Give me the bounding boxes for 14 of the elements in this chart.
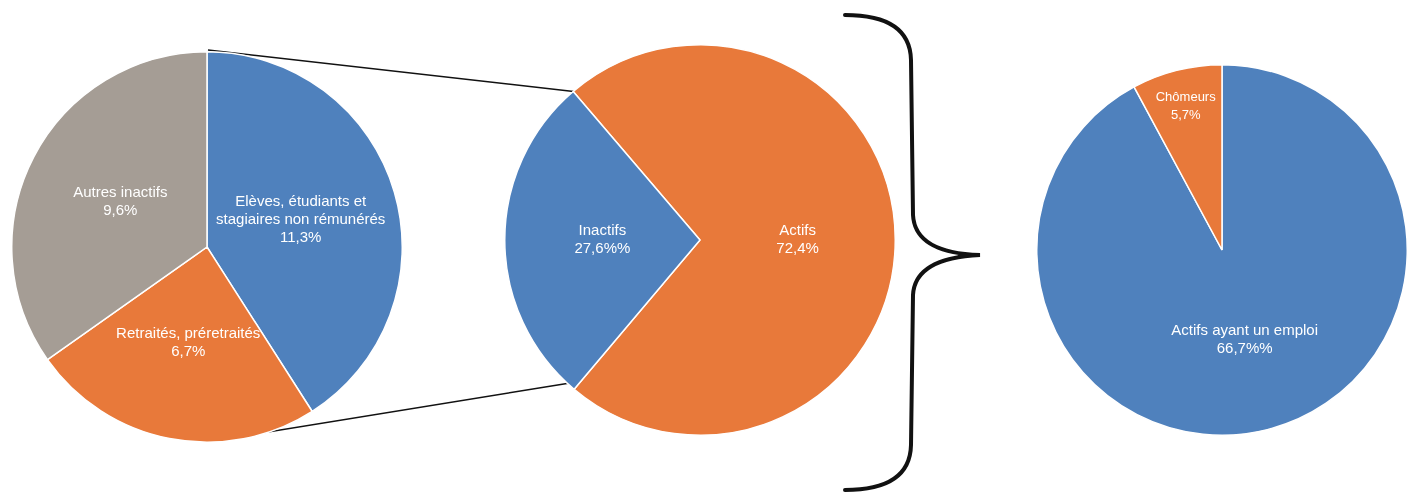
data-label: 66,7%% xyxy=(1216,338,1273,356)
data-label: 5,7% xyxy=(1170,106,1201,122)
data-label: 6,7% xyxy=(171,341,206,359)
slice-label: Elèves, étudiants et stagiaires non rémunérés xyxy=(216,191,386,227)
slice-label: Autres inactifs xyxy=(73,183,168,201)
data-label: 9,6% xyxy=(103,201,138,219)
slice-label: Inactifs xyxy=(578,221,627,239)
slice-label: Actifs xyxy=(779,220,816,238)
slice-label: Retraités, préretraités xyxy=(116,323,261,341)
slice-label: Chômeurs xyxy=(1155,88,1217,104)
slice-label: Actifs ayant un emploi xyxy=(1171,320,1319,338)
data-label: 72,4% xyxy=(776,238,819,256)
data-label: 11,3% xyxy=(279,227,322,245)
data-label: 27,6%% xyxy=(574,239,631,257)
